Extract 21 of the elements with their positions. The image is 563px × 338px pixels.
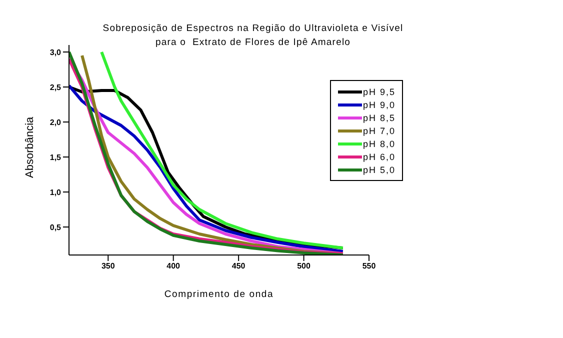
legend-label: pH 8,0 [363, 138, 396, 148]
y-tick-label: 3,0 [50, 48, 62, 57]
legend-label: pH 8,5 [363, 112, 396, 122]
x-tick-label: 450 [232, 262, 246, 271]
x-tick-label: 500 [297, 262, 311, 271]
y-tick-label: 2,0 [50, 118, 62, 127]
chart-title: Sobreposição de Espectros na Região do Ultravioleta e Visível para o Extrato de Flores de Ipê Amarelo [102, 22, 404, 48]
legend-label: pH 7,0 [363, 126, 396, 136]
legend-label: pH 9,5 [363, 86, 396, 96]
x-tick-label: 400 [166, 262, 181, 271]
legend-label: pH 9,0 [363, 100, 396, 110]
y-tick-label: 2,5 [50, 82, 62, 92]
y-axis-title: Absorbância [24, 116, 36, 178]
x-axis-title: Comprimento de onda [164, 289, 274, 300]
legend-label: pH 6,0 [363, 152, 396, 162]
legend-label: pH 5,0 [363, 164, 396, 174]
x-tick-label: 350 [101, 262, 116, 271]
y-tick-label: 1,5 [50, 152, 62, 162]
y-tick-label: 1,0 [50, 188, 62, 197]
x-tick-label: 550 [362, 262, 376, 271]
y-tick-label: 0,5 [50, 222, 62, 232]
